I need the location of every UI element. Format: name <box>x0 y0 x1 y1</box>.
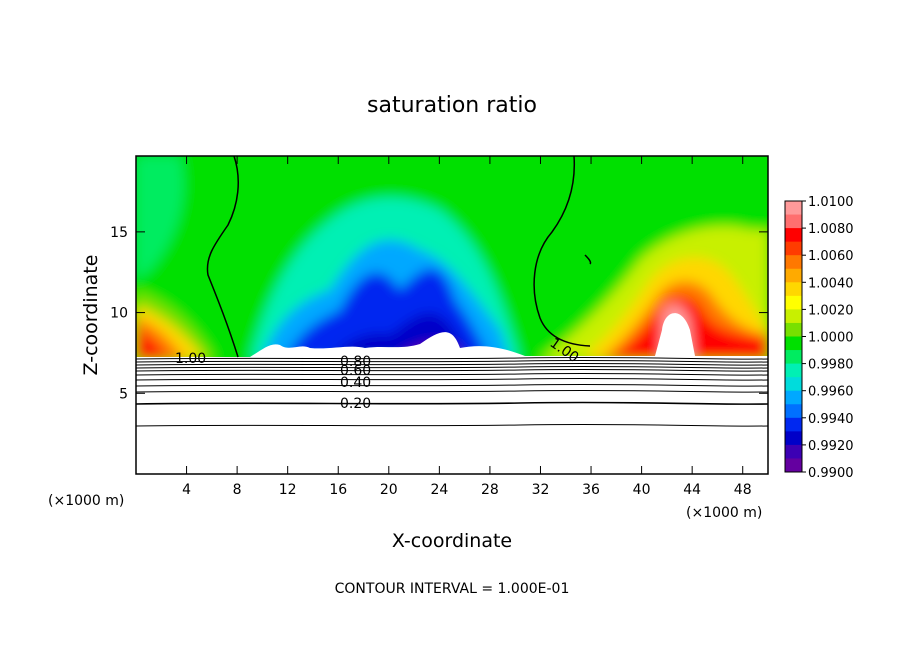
contour-line <box>136 383 768 387</box>
x-tick-label: 36 <box>582 482 600 498</box>
y-axis-label: Z-coordinate <box>80 255 102 376</box>
colorbar-swatch <box>785 431 802 446</box>
colorbar-swatch <box>785 309 802 324</box>
contour-label: 1.00 <box>175 351 206 367</box>
colorbar-swatch <box>785 350 802 365</box>
colorbar-swatch <box>785 268 802 283</box>
contour-line <box>136 362 768 366</box>
contour-line <box>136 356 768 360</box>
contour-lines <box>136 156 768 427</box>
x-tick-label: 4 <box>182 482 191 498</box>
contour-line <box>584 254 592 265</box>
colorbar-label: 1.0100 <box>808 195 854 210</box>
colorbar-swatch <box>785 322 802 337</box>
contour-line <box>136 368 768 372</box>
x-tick-label: 24 <box>430 482 448 498</box>
x-tick-label: 44 <box>683 482 701 498</box>
colorbar-swatch <box>785 377 802 392</box>
y-tick-label: 15 <box>110 225 128 241</box>
colorbar-swatch <box>785 255 802 270</box>
colorbar-swatch <box>785 214 802 229</box>
colorbar-swatch <box>785 404 802 419</box>
x-tick-label: 12 <box>279 482 297 498</box>
colorbar-swatch <box>785 458 802 473</box>
contour-labels: 1.00 1.00 0.80 0.60 0.40 0.20 <box>175 335 581 412</box>
saturation-field <box>136 156 768 474</box>
contour-interval-note: CONTOUR INTERVAL = 1.000E-01 <box>335 581 570 597</box>
x-unit-label-right: (×1000 m) <box>686 505 762 521</box>
colorbar-label: 0.9940 <box>808 412 854 427</box>
contour-line <box>136 359 768 363</box>
x-tick-label: 8 <box>233 482 242 498</box>
plot-frame <box>135 155 769 475</box>
x-unit-label-left: (×1000 m) <box>48 493 124 509</box>
surface-region <box>655 313 695 356</box>
y-axis-ticks: 5 10 15 <box>110 225 768 402</box>
y-tick-label: 5 <box>119 386 128 402</box>
colorbar-label: 0.9960 <box>808 385 854 400</box>
contour-line <box>136 377 768 381</box>
colorbar-swatch <box>785 228 802 243</box>
contour-label: 0.60 <box>340 363 371 379</box>
colorbar-label: 0.9920 <box>808 439 854 454</box>
x-tick-label: 28 <box>481 482 499 498</box>
contour-label: 0.40 <box>340 375 371 391</box>
x-tick-label: 48 <box>734 482 752 498</box>
colorbar-swatch <box>785 282 802 297</box>
contour-line <box>206 156 239 358</box>
x-axis-ticks: 4 8 12 16 20 24 28 32 36 40 44 48 <box>182 156 752 498</box>
colorbar-swatch <box>785 444 802 459</box>
plot-area: 1.00 1.00 0.80 0.60 0.40 0.20 <box>135 155 769 475</box>
colorbar-swatch <box>785 390 802 405</box>
x-tick-label: 20 <box>380 482 398 498</box>
contour-line <box>533 156 591 347</box>
colorbar-label: 0.9900 <box>808 466 854 481</box>
colorbar-label: 0.9980 <box>808 358 854 373</box>
colorbar-label: 1.0040 <box>808 276 854 291</box>
colorbar-label: 1.0060 <box>808 249 854 264</box>
x-tick-label: 16 <box>329 482 347 498</box>
colorbar-label: 1.0000 <box>808 331 854 346</box>
x-tick-label: 40 <box>633 482 651 498</box>
contour-line <box>136 389 768 393</box>
field-region <box>136 330 168 360</box>
colorbar-label: 1.0080 <box>808 222 854 237</box>
colorbar-swatch <box>785 417 802 432</box>
chart-title: saturation ratio <box>367 93 537 118</box>
contour-label: 0.80 <box>340 354 371 370</box>
colorbar: 1.0100 1.0080 1.0060 1.0040 1.0020 1.0000 0.99… <box>784 195 854 481</box>
colorbar-swatch <box>785 201 802 216</box>
contour-line <box>136 401 768 405</box>
contour-line <box>136 365 768 369</box>
x-tick-label: 32 <box>532 482 550 498</box>
y-tick-label: 10 <box>110 306 128 322</box>
contour-line <box>136 423 768 427</box>
colorbar-swatch <box>785 241 802 256</box>
colorbar-swatch <box>785 295 802 310</box>
x-axis-label: X-coordinate <box>392 530 512 552</box>
contour-label: 0.20 <box>340 396 371 412</box>
colorbar-swatch <box>785 363 802 378</box>
colorbar-label: 1.0020 <box>808 303 854 318</box>
contour-line <box>136 372 768 376</box>
colorbar-swatch <box>785 336 802 351</box>
field-region <box>136 156 184 280</box>
